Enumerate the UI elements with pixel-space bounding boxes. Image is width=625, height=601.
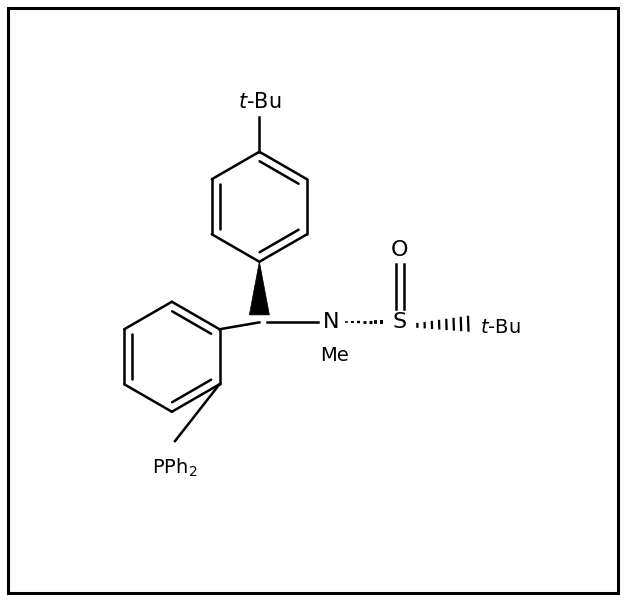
Polygon shape [249,262,269,315]
Text: $\it{t}$-Bu: $\it{t}$-Bu [480,318,521,337]
Text: $\it{t}$-Bu: $\it{t}$-Bu [238,93,281,112]
Text: Me: Me [320,346,349,365]
Text: S: S [393,313,407,332]
Text: N: N [323,313,339,332]
Text: PPh$_2$: PPh$_2$ [152,457,198,479]
Text: O: O [391,240,409,260]
